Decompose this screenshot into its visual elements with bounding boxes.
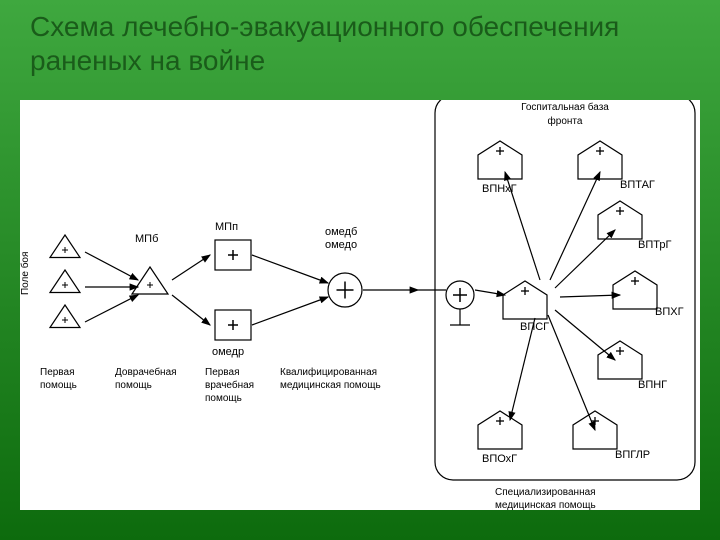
svg-text:ВПНГ: ВПНГ — [638, 379, 667, 391]
svg-text:Госпитальная база: Госпитальная база — [521, 101, 609, 113]
slide-title: Схема лечебно-эвакуационного обеспечения… — [30, 10, 690, 77]
svg-text:ВПТАГ: ВПТАГ — [620, 179, 655, 191]
svg-text:медицинская помощь: медицинская помощь — [280, 380, 381, 391]
svg-text:ВПХГ: ВПХГ — [655, 306, 684, 318]
svg-text:Квалифицированная: Квалифицированная — [280, 366, 377, 378]
svg-text:помощь: помощь — [40, 380, 77, 391]
svg-text:Поле боя: Поле боя — [20, 252, 31, 295]
svg-text:Первая: Первая — [205, 367, 240, 378]
svg-text:фронта: фронта — [548, 115, 583, 127]
svg-text:ВПГЛР: ВПГЛР — [615, 449, 650, 461]
svg-text:Первая: Первая — [40, 367, 75, 378]
svg-text:ВПОхГ: ВПОхГ — [482, 453, 517, 465]
svg-text:МПп: МПп — [215, 221, 238, 233]
svg-text:медицинская помощь: медицинская помощь — [495, 500, 596, 510]
svg-text:МПб: МПб — [135, 233, 158, 245]
svg-text:врачебная: врачебная — [205, 379, 254, 391]
svg-text:ВПСГ: ВПСГ — [520, 321, 549, 333]
svg-text:омедр: омедр — [212, 346, 244, 358]
svg-text:Специализированная: Специализированная — [495, 487, 596, 498]
svg-text:омедб: омедб — [325, 226, 357, 238]
svg-text:помощь: помощь — [205, 393, 242, 404]
svg-text:ВПТрГ: ВПТрГ — [638, 239, 671, 251]
svg-text:помощь: помощь — [115, 380, 152, 391]
svg-text:омедо: омедо — [325, 239, 357, 251]
svg-text:Доврачебная: Доврачебная — [115, 366, 177, 378]
diagram-canvas: Поле боя МПб МПп омедр омедбомедо Госпитальна… — [20, 100, 700, 510]
